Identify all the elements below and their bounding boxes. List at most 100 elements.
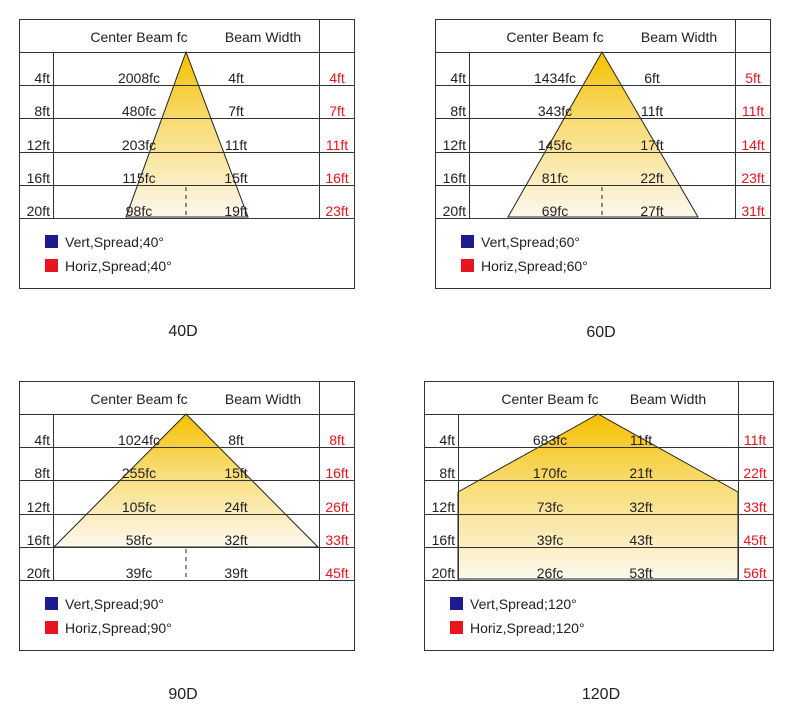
beam-chart-svg: Center Beam fc Beam Width 4ft 2008fc 4ft 4ft 8…: [19, 19, 355, 289]
distance-label: 8ft: [450, 103, 466, 119]
horiz-width-value: 5ft: [745, 70, 761, 86]
center-beam-value: 26fc: [537, 565, 563, 581]
distance-label: 20ft: [432, 565, 455, 581]
center-beam-value: 39fc: [537, 532, 563, 548]
vert-width-value: 32ft: [224, 532, 247, 548]
panel-border: [424, 381, 774, 651]
horiz-width-value: 33ft: [325, 532, 348, 548]
distance-label: 16ft: [27, 170, 50, 186]
distance-label: 4ft: [34, 70, 50, 86]
center-beam-value: 480fc: [122, 103, 156, 119]
vert-width-value: 8ft: [228, 432, 244, 448]
center-beam-value: 170fc: [533, 465, 567, 481]
center-beam-value: 39fc: [126, 565, 152, 581]
distance-label: 20ft: [443, 203, 466, 219]
beam-panel-120d: Center Beam fc Beam Width 4ft 683fc 11ft 11ft…: [424, 381, 774, 651]
horiz-width-value: 22ft: [743, 465, 766, 481]
horiz-legend-swatch: [45, 259, 58, 272]
vert-width-value: 21ft: [629, 465, 652, 481]
vert-width-value: 24ft: [224, 499, 247, 515]
vert-width-value: 32ft: [629, 499, 652, 515]
horiz-width-value: 16ft: [325, 170, 348, 186]
vert-width-value: 43ft: [629, 532, 652, 548]
vert-legend-swatch: [45, 597, 58, 610]
distance-label: 8ft: [34, 103, 50, 119]
center-beam-value: 98fc: [126, 203, 152, 219]
horiz-legend-label: Horiz,Spread;90°: [65, 620, 172, 636]
distance-label: 12ft: [443, 137, 466, 153]
distance-label: 12ft: [27, 499, 50, 515]
horiz-legend-swatch: [461, 259, 474, 272]
center-beam-value: 1024fc: [118, 432, 160, 448]
beam-cone: [125, 50, 249, 218]
header-beam-width: Beam Width: [225, 29, 301, 45]
panel-border: [19, 381, 355, 651]
horiz-width-value: 26ft: [325, 499, 348, 515]
horiz-legend-label: Horiz,Spread;40°: [65, 258, 172, 274]
panel-border: [435, 19, 771, 289]
vert-width-value: 22ft: [640, 170, 663, 186]
center-beam-value: 58fc: [126, 532, 152, 548]
distance-label: 16ft: [432, 532, 455, 548]
horiz-legend-swatch: [45, 621, 58, 634]
vert-width-value: 27ft: [640, 203, 663, 219]
distance-label: 16ft: [443, 170, 466, 186]
vert-width-value: 11ft: [641, 103, 663, 119]
horiz-legend-label: Horiz,Spread;120°: [470, 620, 585, 636]
horiz-width-value: 56ft: [743, 565, 766, 581]
distance-label: 8ft: [439, 465, 455, 481]
vert-width-value: 19ft: [224, 203, 247, 219]
horiz-legend-label: Horiz,Spread;60°: [481, 258, 588, 274]
center-beam-value: 2008fc: [118, 70, 160, 86]
distance-label: 12ft: [432, 499, 455, 515]
vert-legend-swatch: [450, 597, 463, 610]
beam-cone: [507, 50, 699, 218]
horiz-width-value: 4ft: [329, 70, 345, 86]
horiz-legend-swatch: [450, 621, 463, 634]
center-beam-value: 105fc: [122, 499, 156, 515]
vert-width-value: 11ft: [630, 432, 652, 448]
panel-caption-120d: 120D: [581, 686, 621, 703]
panel-caption-40d: 40D: [168, 323, 198, 340]
beam-panel-40d: Center Beam fc Beam Width 4ft 2008fc 4ft 4ft 8…: [19, 19, 355, 289]
horiz-width-value: 33ft: [743, 499, 766, 515]
distance-label: 12ft: [27, 137, 50, 153]
beam-panel-90d: Center Beam fc Beam Width 4ft 1024fc 8ft 8ft 8…: [19, 381, 355, 651]
horiz-width-value: 7ft: [329, 103, 345, 119]
panel-border: [19, 19, 355, 289]
beam-chart-svg: Center Beam fc Beam Width 4ft 1024fc 8ft 8ft 8…: [19, 381, 355, 651]
horiz-width-value: 23ft: [325, 203, 348, 219]
beam-chart-svg: Center Beam fc Beam Width 4ft 1434fc 6ft 5ft 8…: [435, 19, 771, 289]
horiz-width-value: 11ft: [744, 432, 766, 448]
vert-legend-label: Vert,Spread;90°: [65, 596, 164, 612]
vert-width-value: 6ft: [644, 70, 660, 86]
center-beam-value: 81fc: [542, 170, 568, 186]
vert-legend-label: Vert,Spread;60°: [481, 234, 580, 250]
panel-caption-60d: 60D: [586, 324, 616, 341]
header-beam-width: Beam Width: [225, 391, 301, 407]
distance-label: 16ft: [27, 532, 50, 548]
distance-label: 20ft: [27, 203, 50, 219]
distance-label: 4ft: [450, 70, 466, 86]
horiz-width-value: 16ft: [325, 465, 348, 481]
center-beam-value: 203fc: [122, 137, 156, 153]
center-beam-value: 683fc: [533, 432, 567, 448]
center-beam-value: 255fc: [122, 465, 156, 481]
vert-legend-label: Vert,Spread;120°: [470, 596, 577, 612]
header-center-beam: Center Beam fc: [90, 391, 187, 407]
center-beam-value: 69fc: [542, 203, 568, 219]
vert-legend-label: Vert,Spread;40°: [65, 234, 164, 250]
header-center-beam: Center Beam fc: [501, 391, 598, 407]
vert-width-value: 17ft: [640, 137, 663, 153]
vert-width-value: 15ft: [224, 465, 247, 481]
horiz-width-value: 11ft: [326, 137, 348, 153]
beam-panel-60d: Center Beam fc Beam Width 4ft 1434fc 6ft 5ft 8…: [435, 19, 771, 289]
center-beam-value: 145fc: [538, 137, 572, 153]
center-beam-value: 343fc: [538, 103, 572, 119]
beam-cone: [457, 413, 739, 580]
center-beam-value: 1434fc: [534, 70, 576, 86]
center-beam-value: 73fc: [537, 499, 563, 515]
header-center-beam: Center Beam fc: [90, 29, 187, 45]
distance-label: 4ft: [34, 432, 50, 448]
panel-caption-90d: 90D: [168, 686, 198, 703]
